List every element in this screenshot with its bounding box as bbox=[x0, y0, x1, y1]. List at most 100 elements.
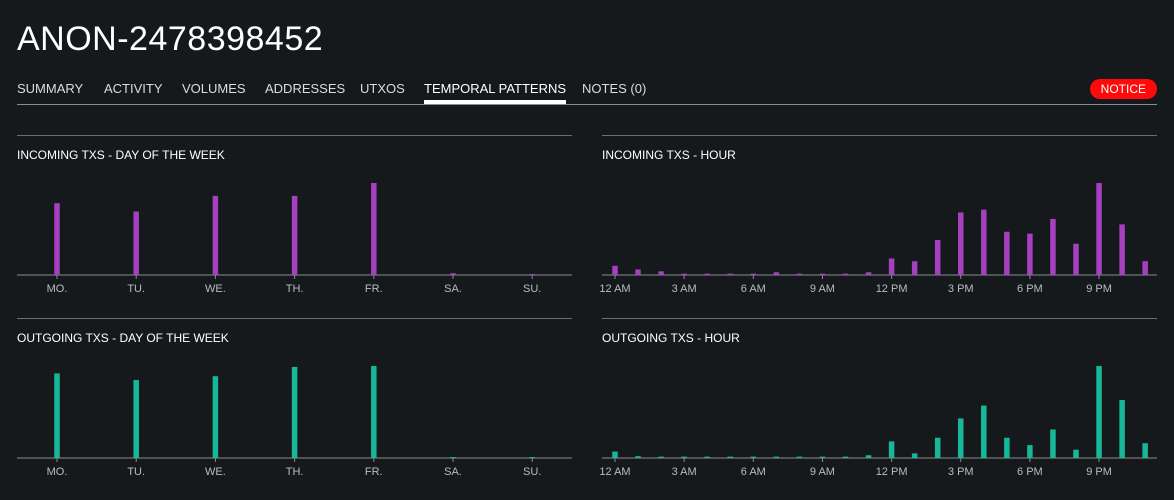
bar-su[interactable] bbox=[529, 457, 535, 458]
x-tick-label: TU. bbox=[127, 466, 145, 478]
bar-6-am[interactable] bbox=[750, 456, 757, 458]
bar-th[interactable] bbox=[291, 195, 298, 275]
tab-summary[interactable]: SUMMARY bbox=[17, 81, 84, 96]
bar-7-am[interactable] bbox=[773, 456, 780, 458]
bar-sa[interactable] bbox=[450, 457, 456, 458]
bar-we[interactable] bbox=[212, 195, 219, 275]
tab-temporal-patterns[interactable]: TEMPORAL PATTERNS bbox=[424, 80, 567, 104]
tab-utxos[interactable]: UTXOS bbox=[360, 81, 405, 96]
x-tick-label: 3 PM bbox=[948, 283, 974, 295]
bar-2-pm[interactable] bbox=[934, 240, 941, 275]
bar-5-am[interactable] bbox=[727, 456, 734, 458]
bar-6-pm[interactable] bbox=[1027, 233, 1033, 275]
x-tick-label: 6 AM bbox=[741, 466, 766, 478]
x-tick-label: MO. bbox=[47, 466, 68, 478]
bar-9-pm[interactable] bbox=[1096, 366, 1102, 458]
x-tick-label: 12 PM bbox=[876, 466, 908, 478]
tab-volumes[interactable]: VOLUMES bbox=[182, 81, 246, 96]
bar-8-pm[interactable] bbox=[1073, 449, 1079, 458]
bar-11-am[interactable] bbox=[865, 272, 872, 275]
bar-9-am[interactable] bbox=[819, 456, 826, 458]
bar-we[interactable] bbox=[212, 376, 219, 458]
bar-8-pm[interactable] bbox=[1073, 243, 1079, 275]
x-tick-label: WE. bbox=[205, 466, 226, 478]
x-tick-label: 12 PM bbox=[876, 283, 908, 295]
bar-12-pm[interactable] bbox=[888, 441, 895, 458]
x-tick-label: SA. bbox=[444, 466, 462, 478]
bar-sa[interactable] bbox=[450, 273, 456, 275]
bar-12-am[interactable] bbox=[612, 451, 618, 458]
bar-6-am[interactable] bbox=[750, 273, 757, 275]
x-tick-label: 9 PM bbox=[1086, 466, 1112, 478]
bar-3-am[interactable] bbox=[681, 456, 687, 458]
bar-11-pm[interactable] bbox=[1142, 261, 1148, 275]
bar-9-pm[interactable] bbox=[1096, 183, 1102, 275]
bar-3-pm[interactable] bbox=[958, 212, 964, 275]
bar-3-am[interactable] bbox=[681, 273, 687, 275]
bar-9-am[interactable] bbox=[819, 273, 826, 275]
bar-fr[interactable] bbox=[371, 183, 377, 275]
incoming-weekday-panel: INCOMING TXS - DAY OF THE WEEK MO. TU. WE.… bbox=[17, 135, 572, 300]
bar-3-pm[interactable] bbox=[958, 418, 964, 458]
bar-10-pm[interactable] bbox=[1119, 224, 1125, 275]
bar-10-am[interactable] bbox=[842, 273, 849, 275]
bar-11-pm[interactable] bbox=[1142, 443, 1148, 458]
bar-7-pm[interactable] bbox=[1050, 218, 1056, 275]
page-title: ANON-2478398452 bbox=[17, 20, 324, 58]
bar-mo[interactable] bbox=[54, 373, 60, 458]
x-tick-label: SU. bbox=[523, 466, 541, 478]
bar-7-am[interactable] bbox=[773, 272, 780, 275]
bar-4-pm[interactable] bbox=[981, 405, 987, 458]
bar-11-am[interactable] bbox=[865, 455, 872, 458]
x-tick-label: TH. bbox=[286, 466, 304, 478]
x-tick-label: 6 PM bbox=[1017, 466, 1043, 478]
chart-title: OUTGOING TXS - HOUR bbox=[602, 331, 740, 345]
bar-10-am[interactable] bbox=[842, 456, 849, 458]
bar-1-pm[interactable] bbox=[911, 261, 918, 275]
bar-th[interactable] bbox=[291, 366, 298, 458]
bar-su[interactable] bbox=[529, 274, 535, 275]
x-tick-label: 9 AM bbox=[810, 466, 835, 478]
x-tick-label: 3 PM bbox=[948, 466, 974, 478]
bar-4-am[interactable] bbox=[704, 273, 710, 275]
bar-2-pm[interactable] bbox=[934, 437, 941, 458]
tab-notes[interactable]: NOTES (0) bbox=[582, 81, 647, 96]
bar-5-am[interactable] bbox=[727, 273, 734, 275]
incoming-hour-chart: 12 AM 3 AM 6 AM 9 AM 12 PM 3 PM 6 PM 9 PM bbox=[599, 183, 1157, 295]
tab-addresses[interactable]: ADDRESSES bbox=[265, 81, 346, 96]
outgoing-weekday-chart: MO. TU. WE. TH. FR. SA. SU. bbox=[17, 366, 572, 478]
x-tick-label: 12 AM bbox=[599, 466, 630, 478]
bar-12-pm[interactable] bbox=[888, 258, 895, 275]
bar-6-pm[interactable] bbox=[1027, 445, 1033, 458]
bar-2-am[interactable] bbox=[658, 456, 664, 458]
bar-8-am[interactable] bbox=[796, 273, 803, 275]
chart-title: INCOMING TXS - HOUR bbox=[602, 148, 736, 162]
x-tick-label: FR. bbox=[365, 466, 383, 478]
bar-mo[interactable] bbox=[54, 203, 60, 275]
bar-8-am[interactable] bbox=[796, 456, 803, 458]
x-tick-label: FR. bbox=[365, 283, 383, 295]
x-tick-label: SU. bbox=[523, 283, 541, 295]
bar-tu[interactable] bbox=[133, 211, 139, 275]
bar-1-pm[interactable] bbox=[911, 453, 918, 458]
bar-2-am[interactable] bbox=[658, 271, 664, 275]
bar-1-am[interactable] bbox=[635, 456, 641, 458]
bar-10-pm[interactable] bbox=[1119, 400, 1125, 458]
bar-4-pm[interactable] bbox=[981, 209, 987, 275]
bar-5-pm[interactable] bbox=[1004, 437, 1010, 458]
tab-bar: SUMMARY ACTIVITY VOLUMES ADDRESSES UTXOS… bbox=[17, 79, 1157, 105]
bar-4-am[interactable] bbox=[704, 456, 710, 458]
bar-5-pm[interactable] bbox=[1004, 231, 1010, 275]
notice-button[interactable]: NOTICE bbox=[1089, 79, 1157, 99]
x-tick-label: TH. bbox=[286, 283, 304, 295]
chart-title: INCOMING TXS - DAY OF THE WEEK bbox=[17, 148, 225, 162]
bar-tu[interactable] bbox=[133, 379, 139, 458]
x-tick-label: SA. bbox=[444, 283, 462, 295]
bar-7-pm[interactable] bbox=[1050, 429, 1056, 458]
bar-1-am[interactable] bbox=[635, 269, 641, 275]
bar-12-am[interactable] bbox=[612, 265, 618, 275]
incoming-hour-panel: INCOMING TXS - HOUR 12 AM 3 AM 6 AM 9 AM 12 … bbox=[599, 135, 1157, 300]
panel-divider bbox=[17, 318, 572, 319]
bar-fr[interactable] bbox=[371, 366, 377, 458]
tab-activity[interactable]: ACTIVITY bbox=[104, 81, 163, 96]
